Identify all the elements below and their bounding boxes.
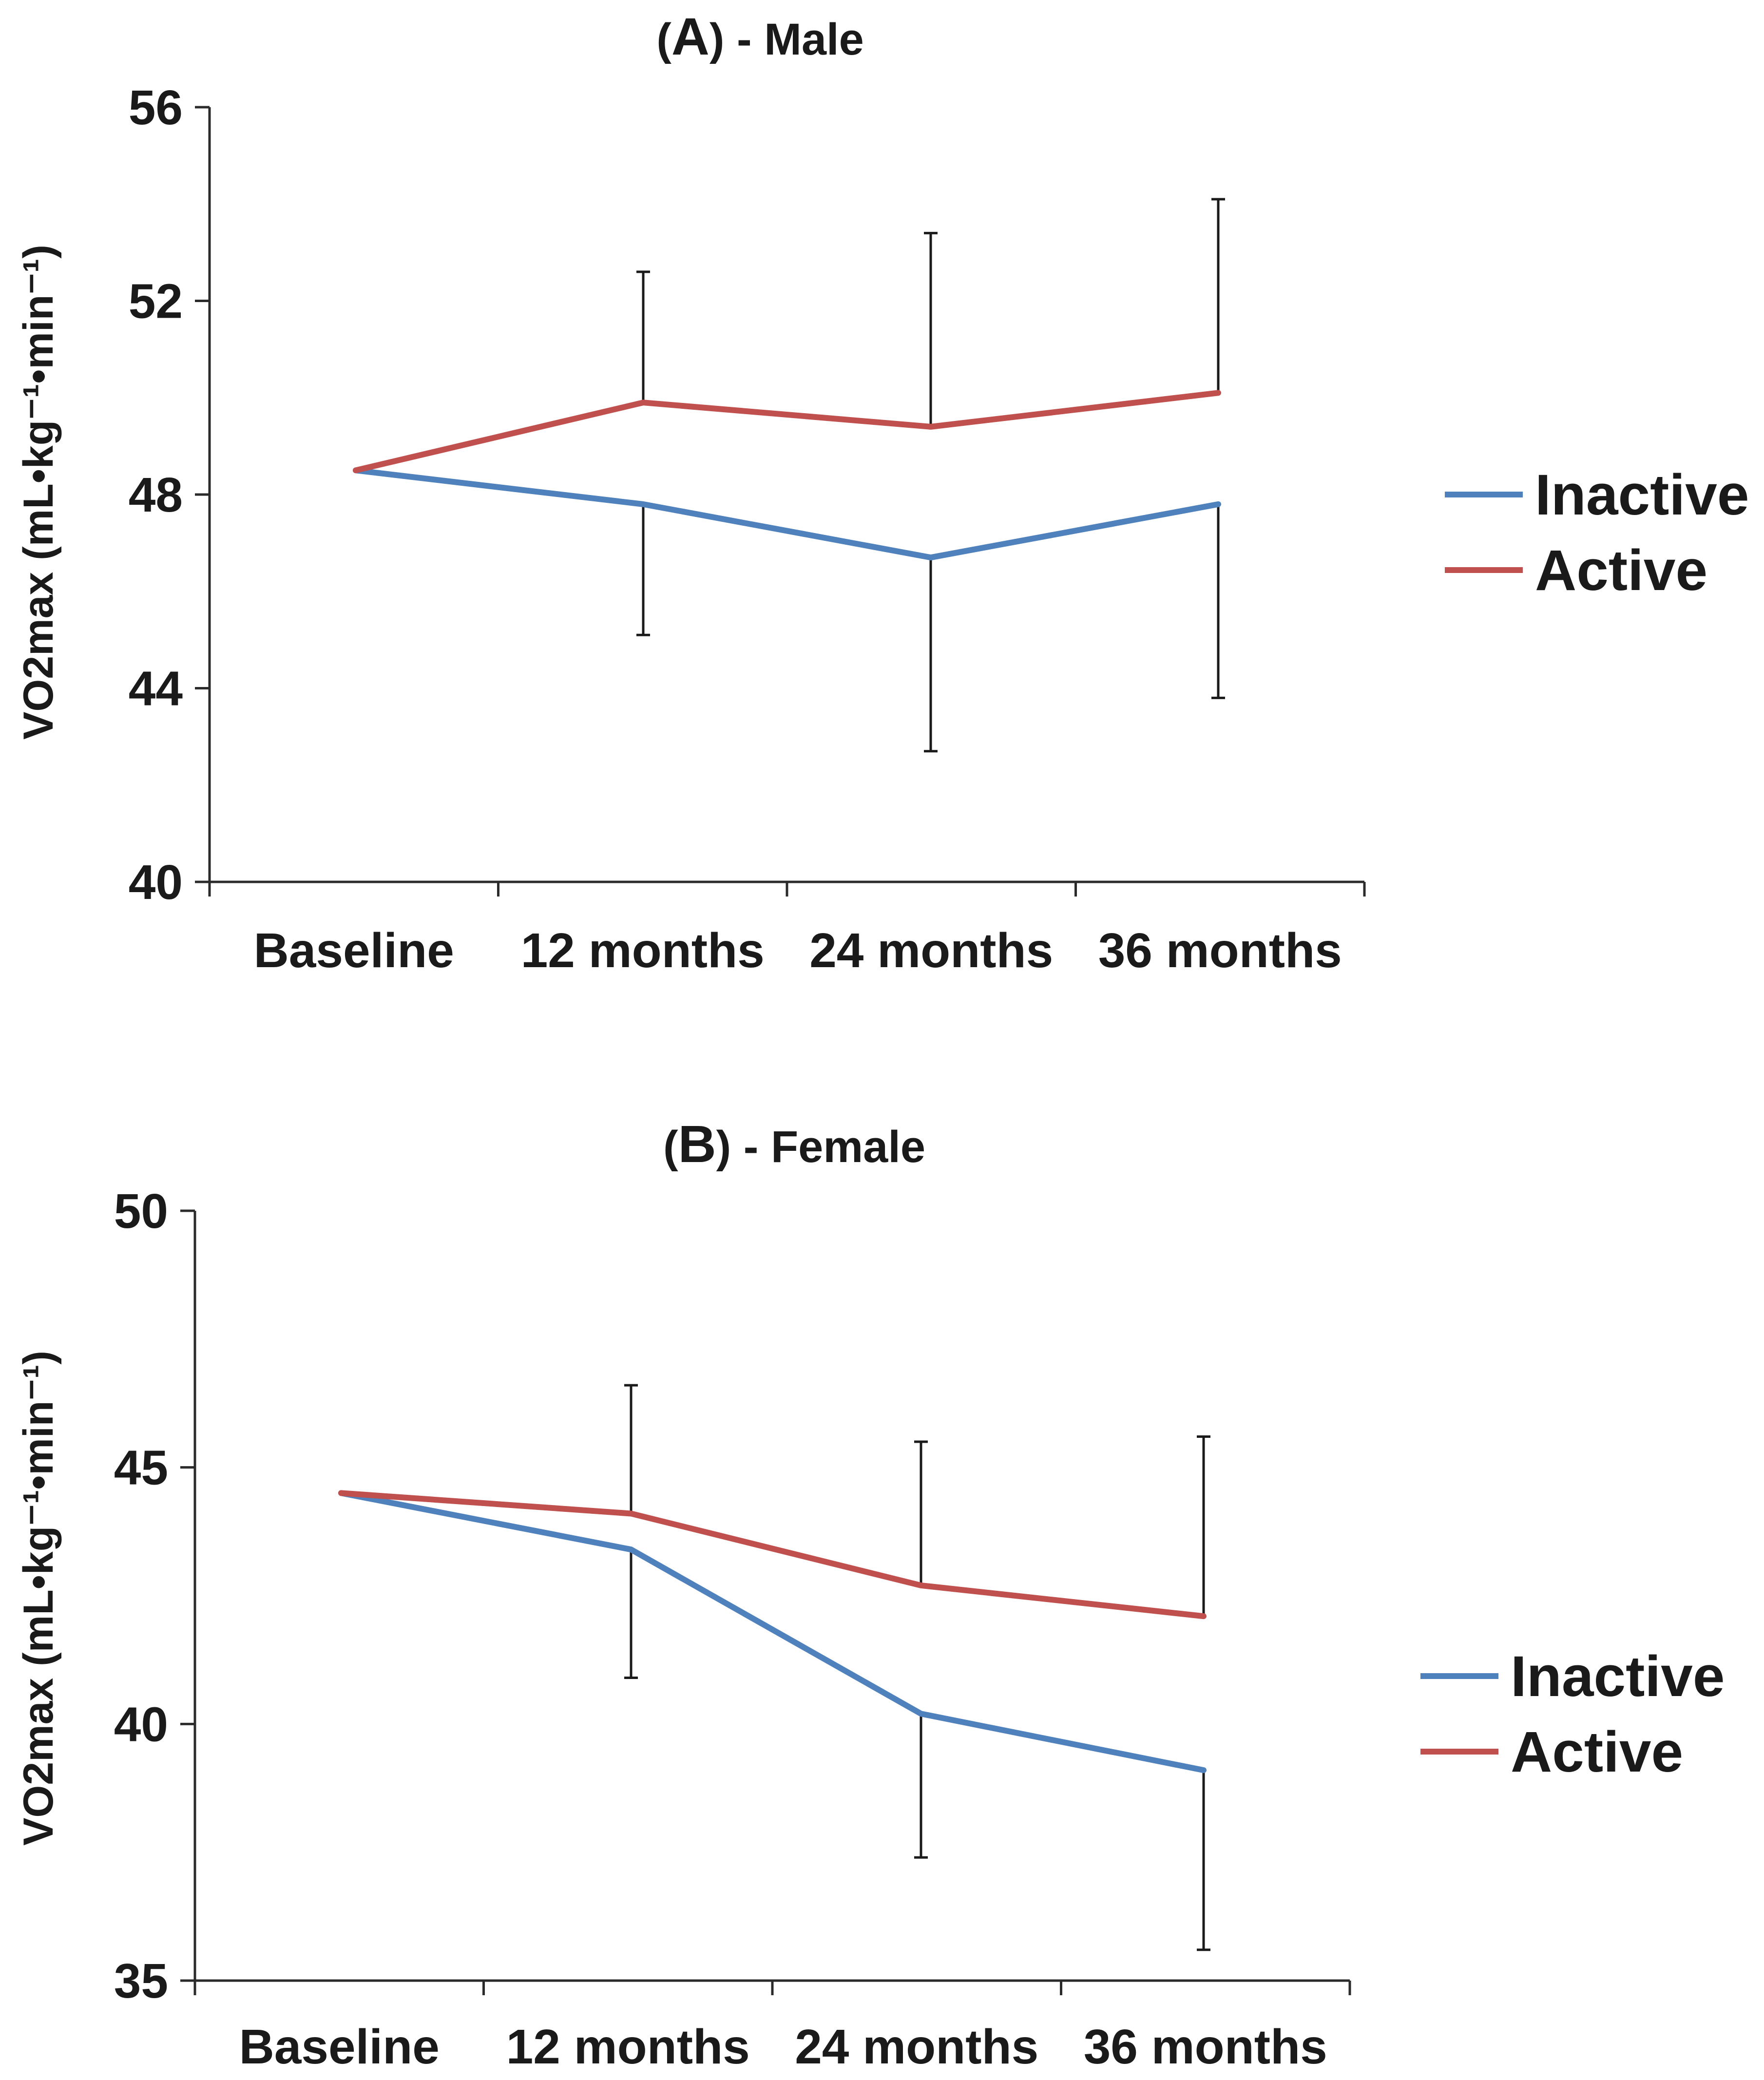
- y-tick-label: 45: [114, 1441, 168, 1495]
- title-prefix: (: [663, 1122, 678, 1172]
- x-tick-label: 36 months: [1084, 2020, 1327, 2074]
- series-line-active: [353, 390, 1221, 474]
- x-tick-label: 36 months: [1098, 923, 1342, 978]
- y-tick-label: 40: [114, 1697, 168, 1752]
- legend-active-label: Active: [1535, 538, 1707, 603]
- title-letter: B: [678, 1114, 716, 1173]
- x-tick-label: Baseline: [239, 2020, 440, 2074]
- y-tick-label: 35: [114, 1954, 168, 2008]
- panel-a-y-ticks: 40 44 48 52 56: [129, 80, 210, 910]
- panel-a-legend: Inactive Active: [1445, 463, 1749, 603]
- x-tick-label: 24 months: [809, 923, 1053, 978]
- panel-b-legend: Inactive Active: [1420, 1644, 1725, 1784]
- title-suffix: ) - Male: [709, 15, 864, 64]
- legend-inactive-label: Inactive: [1511, 1644, 1725, 1709]
- legend-active-label: Active: [1511, 1720, 1683, 1784]
- panel-b-female: (B) - Female VO2max (mL•kg⁻¹•min⁻¹) 35 40…: [15, 1114, 1725, 2074]
- series-line-inactive: [353, 467, 1221, 561]
- title-prefix: (: [656, 15, 671, 64]
- y-tick-label: 52: [129, 274, 183, 329]
- panel-a-x-ticks: Baseline 12 months 24 months 36 months: [208, 882, 1366, 978]
- x-tick-label: Baseline: [254, 923, 454, 978]
- panel-a-y-axis-label: VO2max (mL•kg⁻¹•min⁻¹): [15, 245, 62, 740]
- y-tick-label: 44: [129, 662, 183, 716]
- panel-b-y-axis-label: VO2max (mL•kg⁻¹•min⁻¹): [15, 1351, 62, 1846]
- x-tick-label: 12 months: [521, 923, 765, 978]
- x-tick-label: 24 months: [795, 2020, 1038, 2074]
- series-line-active: [338, 1490, 1207, 1620]
- panel-a-title: (A) - Male: [656, 7, 864, 66]
- y-tick-label: 40: [129, 855, 183, 910]
- y-tick-label: 50: [114, 1184, 168, 1239]
- legend-inactive-label: Inactive: [1535, 463, 1749, 527]
- panel-b-x-ticks: Baseline 12 months 24 months 36 months: [193, 1981, 1351, 2074]
- series-line-inactive: [338, 1490, 1207, 1774]
- panel-b-y-ticks: 35 40 45 50: [114, 1184, 195, 2008]
- y-tick-label: 56: [129, 80, 183, 135]
- y-tick-label: 48: [129, 468, 183, 522]
- panel-a-plot: [208, 107, 1364, 883]
- title-letter: A: [671, 7, 709, 66]
- x-tick-label: 12 months: [506, 2020, 750, 2074]
- panel-b-plot: [193, 1211, 1350, 1982]
- panel-b-title: (B) - Female: [663, 1114, 925, 1173]
- title-suffix: ) - Female: [716, 1122, 925, 1172]
- panel-a-male: (A) - Male VO2max (mL•kg⁻¹•min⁻¹) 40 44 48…: [15, 7, 1749, 978]
